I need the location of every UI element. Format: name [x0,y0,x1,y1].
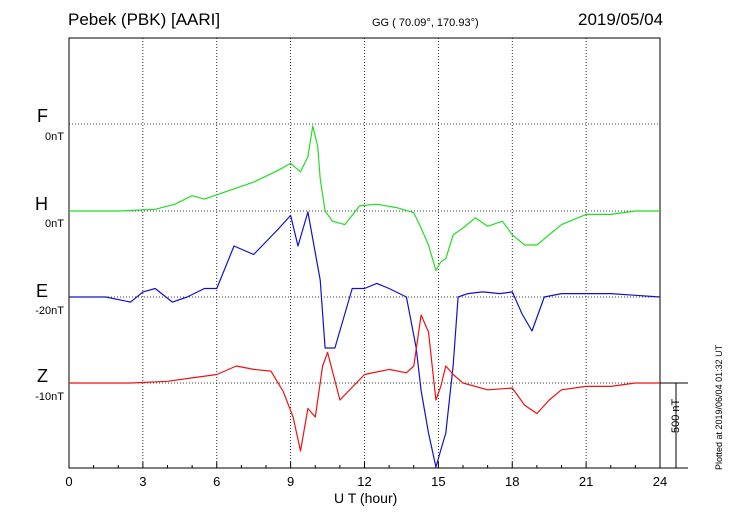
station-title: Pebek (PBK) [AARI] [68,10,221,29]
x-tick-label: 21 [579,474,593,489]
series-e-line [69,211,661,468]
series-h-line [69,125,660,272]
coordinates-label: GG ( 70.09°, 170.93°) [372,17,479,29]
channel-baseline-e: -20nT [35,305,64,317]
channel-label-e: E [35,281,48,301]
channel-label-h: H [35,194,48,214]
plot-frame [68,37,661,469]
x-tick-label: 24 [653,474,667,489]
x-axis-label: U T (hour) [334,490,398,506]
x-tick-label: 15 [431,474,445,489]
channel-baseline-z: -10nT [35,391,64,403]
x-tick-label: 6 [213,474,220,489]
plotted-note: Plotted at 2019/06/04 01:32 UT [714,344,724,470]
channel-baseline-f: 0nT [45,131,64,143]
channel-baseline-h: 0nT [45,218,64,230]
scale-label: 500 nT [670,398,682,433]
series-z-line [69,314,660,452]
channel-label-f: F [37,106,48,126]
channel-label-z: Z [37,366,48,386]
x-tick-label: 3 [139,474,146,489]
x-tick-label: 9 [287,474,294,489]
x-tick-label: 0 [65,474,72,489]
date-label: 2019/05/04 [578,10,664,29]
x-tick-label: 18 [505,474,519,489]
x-tick-label: 12 [357,474,371,489]
